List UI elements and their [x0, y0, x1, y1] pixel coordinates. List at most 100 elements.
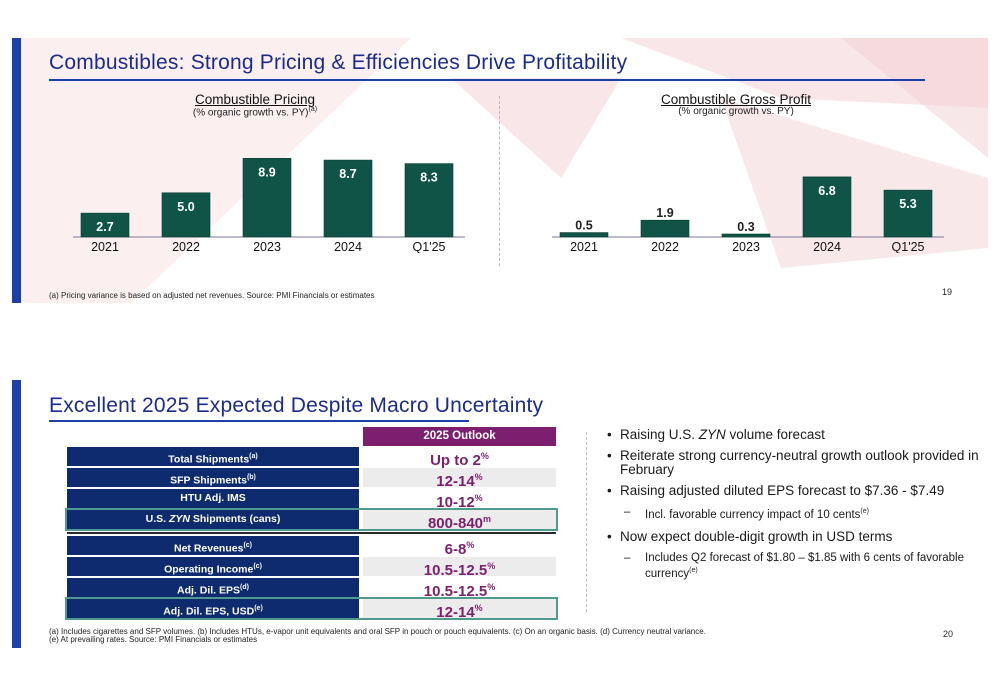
chart-divider [499, 96, 500, 266]
bar-2023 [242, 158, 292, 238]
row-label-text: Net Revenues [173, 542, 244, 555]
dash-icon: – [624, 506, 631, 518]
row-value-text: 10.5-12.5 [423, 583, 488, 600]
bar-Q1'25 [404, 163, 454, 238]
sub-bullet-item: – Includes Q2 forecast of $1.80 – $1.85 w… [607, 552, 982, 580]
table-row-highlighted: U.S. ZYN Shipments (cans) 800-840m [65, 508, 558, 532]
chart-subtitle-gross-profit: (% organic growth vs. PY) [678, 106, 794, 117]
sub-bullet-footnote: (e) [689, 566, 698, 574]
row-value-unit: % [480, 451, 489, 461]
row-label: Adj. Dil. EPS, USD(e) [67, 599, 359, 618]
row-label-text: Adj. Dil. EPS, USD [163, 605, 255, 618]
x-tick-label: 2024 [813, 240, 841, 253]
x-tick-label: 2023 [253, 240, 281, 253]
row-value-unit: % [466, 540, 475, 550]
row-value-text: 12-14 [436, 604, 475, 621]
row-value: 12-14% [363, 468, 556, 490]
slide-left-bar [12, 38, 21, 303]
x-tick-label: 2022 [651, 240, 679, 253]
chart-title-gross-profit: Combustible Gross Profit [660, 92, 812, 107]
row-value-text: 12-14 [436, 473, 475, 490]
dash-icon: – [624, 552, 631, 565]
row-value: 10-12% [363, 489, 556, 511]
row-label-footnote: (e) [254, 605, 263, 612]
table-row: Operating Income(c) 10.5-12.5% [67, 557, 556, 579]
footnote: (a) Pricing variance is based on adjuste… [49, 291, 375, 300]
row-value: 800-840m [363, 510, 556, 532]
slide-2025-outlook: Excellent 2025 Expected Despite Macro Un… [12, 380, 988, 648]
bar-Q1'25 [883, 189, 933, 238]
title-underline [49, 420, 469, 422]
x-tick-label: 2021 [91, 240, 119, 253]
data-label: 2.7 [96, 220, 113, 234]
page-number: 19 [942, 287, 953, 297]
bar-2021 [559, 232, 609, 238]
data-label: 5.0 [177, 200, 194, 214]
chart-subtitle-pricing: (% organic growth vs. PY)(a) [140, 106, 370, 118]
x-tick-label: 2023 [732, 240, 760, 253]
combustible-pricing-chart: 2.7 2021 5.0 2022 8.9 2023 8.7 2024 8.3 Q1'25 [73, 158, 465, 253]
row-value: 6-8% [363, 536, 556, 558]
row-value-unit: % [487, 582, 496, 592]
row-value-text: Up to 2 [430, 452, 481, 469]
data-label: 8.9 [258, 165, 275, 179]
row-label: SFP Shipments(b) [67, 468, 359, 487]
bullet-dot-icon: • [607, 529, 612, 545]
sub-bullet-item: – Incl. favorable currency impact of 10 c… [607, 506, 982, 521]
row-label-text: HTU Adj. IMS [180, 492, 246, 504]
table-row: Total Shipments(a) Up to 2% [67, 447, 556, 469]
row-value-unit: m [483, 514, 492, 524]
row-label-footnote: (c) [243, 542, 252, 549]
row-label-text: SFP Shipments [170, 474, 247, 487]
row-label: Adj. Dil. EPS(d) [67, 578, 359, 597]
row-value-unit: % [474, 472, 483, 482]
bullet-text: Reiterate strong currency-neutral growth… [620, 448, 979, 477]
data-label: 5.3 [899, 197, 916, 211]
row-label-text: Total Shipments [168, 453, 250, 466]
slide-title: Combustibles: Strong Pricing & Efficienc… [49, 51, 628, 74]
table-row: Net Revenues(c) 6-8% [67, 536, 556, 558]
bullet-dot-icon: • [607, 427, 612, 442]
row-label-text: Operating Income [164, 563, 254, 576]
row-label: U.S. ZYN Shipments (cans) [67, 510, 359, 529]
bullet-dot-icon: • [607, 448, 612, 463]
row-value-text: 10-12 [436, 494, 475, 511]
bullet-text: Now expect double-digit growth in USD te… [620, 529, 893, 545]
row-label-footnote: (b) [246, 474, 256, 481]
row-value-text: 800-840 [427, 515, 484, 532]
bar-2022 [161, 192, 211, 238]
outlook-header: 2025 Outlook [363, 427, 556, 446]
section-divider [586, 432, 587, 612]
row-label-footnote: (a) [249, 453, 258, 460]
x-tick-label: Q1'25 [892, 240, 925, 253]
row-value-unit: % [474, 603, 483, 613]
bullet-item: • Now expect double-digit growth in USD t… [607, 530, 982, 544]
page-number: 20 [943, 629, 954, 639]
row-value-text: 6-8 [444, 541, 467, 558]
row-label: HTU Adj. IMS [67, 489, 359, 508]
row-label: Operating Income(c) [67, 557, 359, 576]
bar-2021 [80, 212, 130, 238]
table-separator [67, 532, 556, 534]
bullet-item: • Reiterate strong currency-neutral growt… [607, 449, 982, 477]
row-value: 10.5-12.5% [363, 578, 556, 600]
bullet-item: • Raising adjusted diluted EPS forecast t… [607, 484, 982, 498]
row-label-text: U.S. ZYN Shipments (cans) [145, 513, 281, 525]
footnote-line-1: (a) Includes cigarettes and SFP volumes.… [49, 627, 706, 636]
slide-left-bar [12, 380, 21, 648]
data-label: 0.3 [737, 220, 754, 234]
data-label: 8.3 [420, 171, 437, 185]
x-tick-label: 2024 [334, 240, 362, 253]
row-label-footnote: (d) [240, 584, 249, 591]
x-tick-label: 2021 [570, 240, 598, 253]
footnote-line-2: (e) At prevailing rates. Source: PMI Fin… [49, 635, 258, 644]
x-tick-label: Q1'25 [413, 240, 446, 253]
x-tick-label: 2022 [172, 240, 200, 253]
data-label: 6.8 [818, 184, 835, 198]
title-underline [49, 79, 925, 81]
row-value-unit: % [474, 493, 483, 503]
row-value-unit: % [487, 561, 496, 571]
sub-bullet-text: Includes Q2 forecast of $1.80 – $1.85 wi… [645, 552, 965, 580]
table-row: HTU Adj. IMS 10-12% [67, 489, 556, 511]
slide-combustibles: Combustibles: Strong Pricing & Efficienc… [12, 38, 988, 303]
